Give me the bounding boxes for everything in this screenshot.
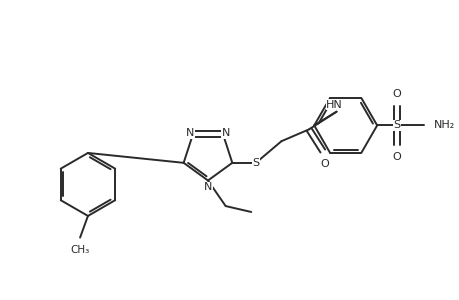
Text: N: N bbox=[203, 182, 212, 193]
Text: S: S bbox=[252, 158, 259, 168]
Text: O: O bbox=[392, 89, 400, 99]
Text: S: S bbox=[392, 120, 399, 130]
Text: O: O bbox=[392, 152, 400, 162]
Text: CH₃: CH₃ bbox=[70, 245, 90, 255]
Text: O: O bbox=[320, 159, 329, 169]
Text: N: N bbox=[185, 128, 194, 138]
Text: N: N bbox=[221, 128, 230, 138]
Text: HN: HN bbox=[325, 100, 342, 110]
Text: NH₂: NH₂ bbox=[433, 120, 454, 130]
